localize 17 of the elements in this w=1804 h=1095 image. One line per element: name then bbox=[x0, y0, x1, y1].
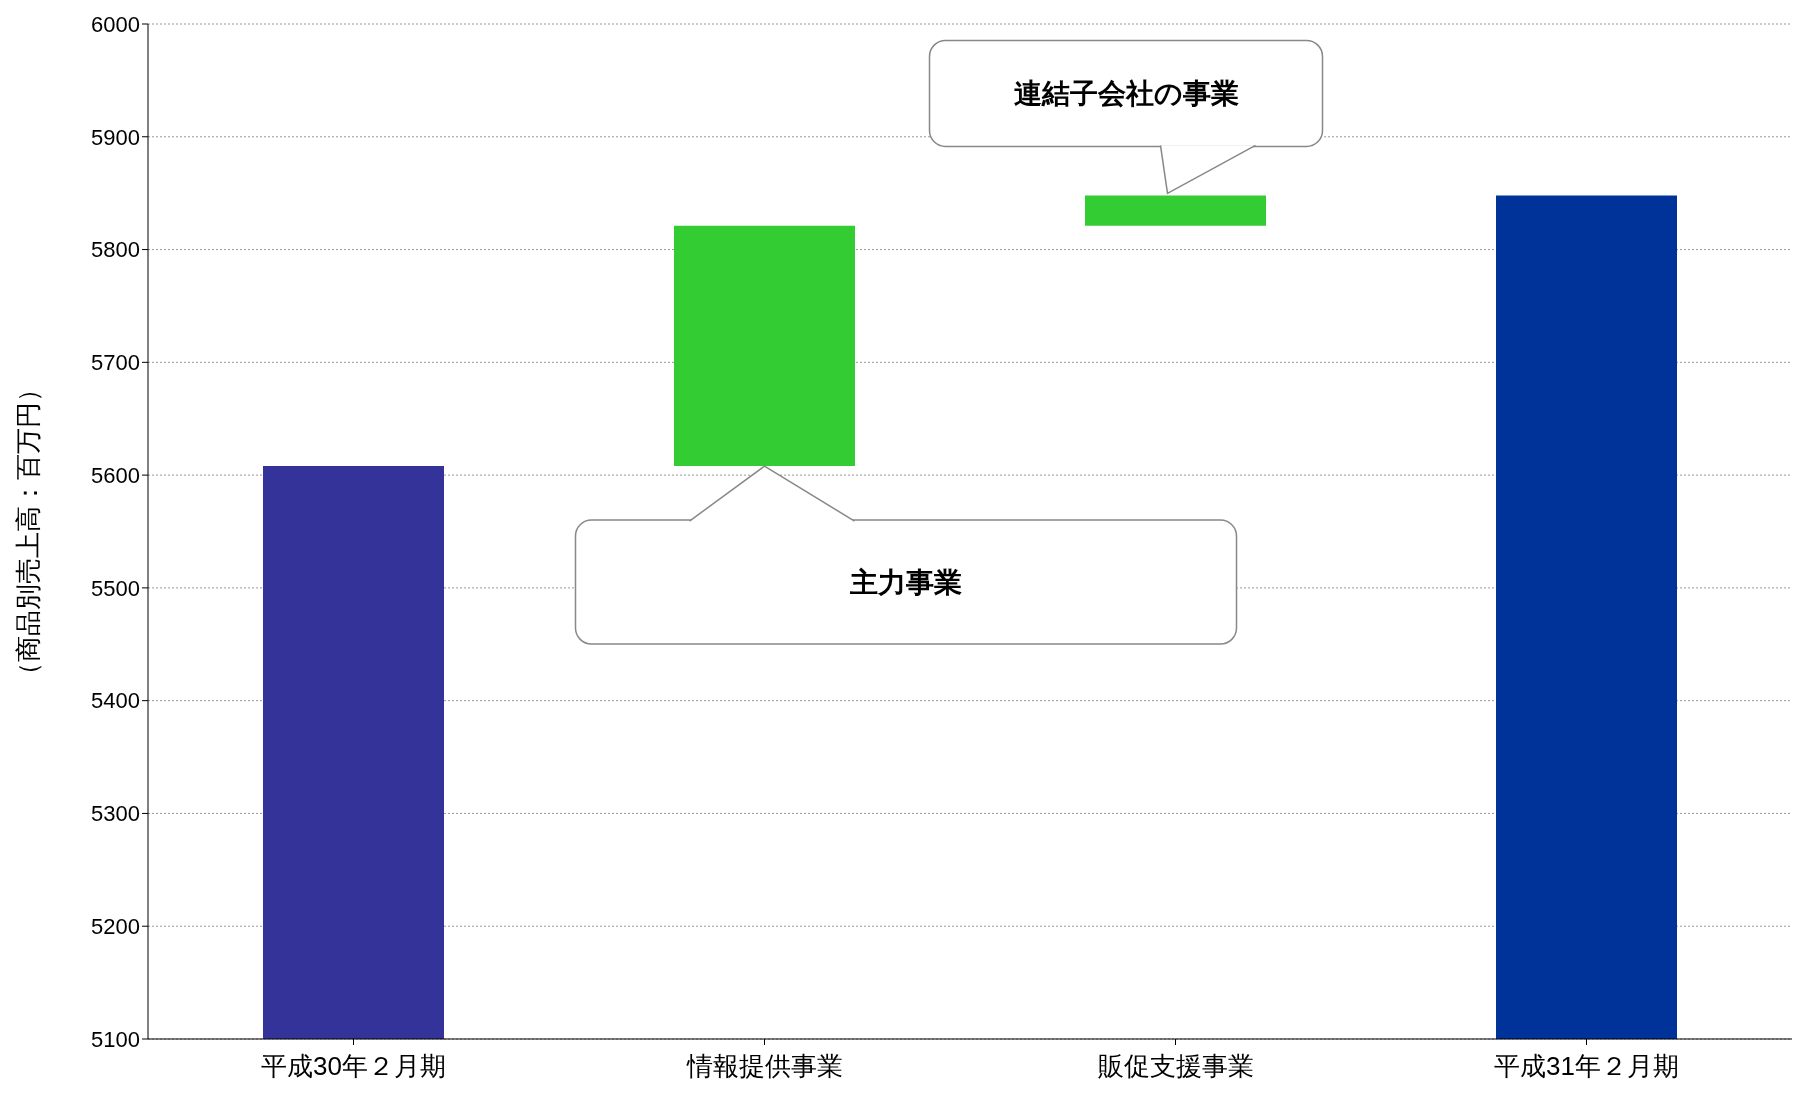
y-tick-label: 5700 bbox=[91, 350, 140, 376]
y-tick-label: 5500 bbox=[91, 575, 140, 601]
x-tick-label: 平成30年２月期 bbox=[261, 1051, 446, 1082]
annotation: 主力事業 bbox=[849, 567, 962, 599]
y-tick-label: 5100 bbox=[91, 1026, 140, 1052]
annotation: 連結子会社の事業 bbox=[1013, 78, 1239, 110]
y-axis-title: （商品別売上高：百万円） bbox=[13, 375, 44, 688]
y-tick-label: 6000 bbox=[91, 11, 140, 37]
y-tick-label: 5600 bbox=[91, 462, 140, 488]
y-tick-label: 5300 bbox=[91, 801, 140, 827]
y-tick-label: 5800 bbox=[91, 237, 140, 263]
x-tick-label: 情報提供事業 bbox=[685, 1051, 843, 1082]
x-tick-label: 販促支援事業 bbox=[1097, 1051, 1254, 1082]
y-tick-label: 5400 bbox=[91, 688, 140, 714]
x-tick-label: 平成31年２月期 bbox=[1494, 1051, 1679, 1082]
y-tick-label: 5200 bbox=[91, 914, 140, 940]
y-tick-label: 5900 bbox=[91, 124, 140, 150]
